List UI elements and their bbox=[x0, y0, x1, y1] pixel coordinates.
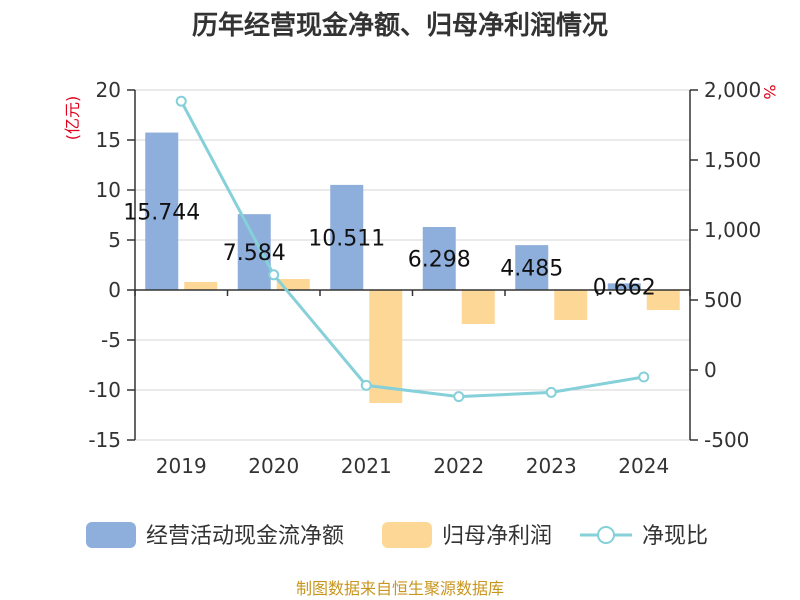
line-point-2022 bbox=[453, 391, 465, 403]
left-tick-label-2: 10 bbox=[96, 178, 121, 202]
line-point-2024 bbox=[638, 371, 650, 383]
left-tick-label-1: 15 bbox=[96, 128, 121, 152]
data-label-2022: 6.298 bbox=[408, 248, 471, 273]
right-tick-label-3: 500 bbox=[704, 288, 742, 312]
data-label-2021: 10.511 bbox=[308, 226, 385, 251]
left-axis-unit: (亿元) bbox=[63, 96, 82, 141]
data-labels-layer: 15.744 7.584 10.511 6.298 4.485 0.662 bbox=[123, 200, 655, 300]
x-tick-label-2021: 2021 bbox=[341, 454, 392, 478]
legend-label-net-profit: 归母净利润 bbox=[442, 524, 552, 549]
legend: 经营活动现金流净额 归母净利润 净现比 bbox=[86, 522, 708, 549]
bar-s0-2023 bbox=[515, 245, 549, 290]
left-tick-label-4: 0 bbox=[108, 278, 121, 302]
right-tick-label-2: 1,000 bbox=[704, 218, 761, 242]
x-tick-label-2024: 2024 bbox=[618, 454, 669, 478]
data-label-2019: 15.744 bbox=[123, 200, 200, 225]
right-tick-label-0: 2,000 bbox=[704, 78, 761, 102]
bar-s1-2019 bbox=[184, 282, 218, 290]
line-point-2023 bbox=[545, 386, 557, 398]
bar-s1-2024 bbox=[646, 290, 680, 310]
line-layer bbox=[175, 95, 650, 403]
legend-marker-ratio bbox=[597, 526, 615, 544]
chart-title: 历年经营现金净额、归母净利润情况 bbox=[192, 10, 608, 41]
bar-s0-2019 bbox=[145, 132, 179, 290]
right-tick-label-4: 0 bbox=[704, 358, 717, 382]
right-tick-label-1: 1,500 bbox=[704, 148, 761, 172]
left-tick-label-7: -15 bbox=[88, 428, 121, 452]
legend-label-ratio: 净现比 bbox=[642, 524, 708, 549]
x-tick-label-2020: 2020 bbox=[248, 454, 299, 478]
axes-layer: 20 15 10 5 0 -5 -10 -15 2,000 1,500 1,000 500 0 -500 2… bbox=[88, 78, 761, 478]
bar-s0-2022 bbox=[422, 227, 456, 290]
legend-label-cashflow: 经营活动现金流净额 bbox=[146, 524, 344, 549]
bars-layer bbox=[145, 132, 680, 403]
x-tick-label-2023: 2023 bbox=[526, 454, 577, 478]
line-ratio bbox=[179, 100, 644, 399]
bar-s0-2021 bbox=[330, 184, 364, 290]
right-axis-unit: % bbox=[760, 84, 779, 99]
bar-s1-2020 bbox=[276, 279, 310, 290]
x-tick-label-2019: 2019 bbox=[156, 454, 207, 478]
data-label-2020: 7.584 bbox=[223, 241, 286, 266]
left-tick-label-0: 20 bbox=[96, 78, 121, 102]
line-point-2021 bbox=[360, 379, 372, 391]
data-label-2023: 4.485 bbox=[500, 257, 563, 282]
left-tick-label-5: -5 bbox=[101, 328, 121, 352]
bar-s1-2022 bbox=[461, 290, 495, 324]
line-point-2020 bbox=[268, 269, 280, 281]
bar-s1-2021 bbox=[369, 290, 403, 403]
bar-s0-2020 bbox=[237, 214, 271, 290]
bar-s0-2024 bbox=[607, 283, 641, 290]
x-tick-label-2022: 2022 bbox=[433, 454, 484, 478]
legend-swatch-net-profit bbox=[382, 522, 432, 548]
left-tick-label-6: -10 bbox=[88, 378, 121, 402]
left-tick-label-3: 5 bbox=[108, 228, 121, 252]
right-tick-label-5: -500 bbox=[704, 428, 749, 452]
data-label-2024: 0.662 bbox=[593, 276, 656, 301]
bar-s1-2023 bbox=[554, 290, 588, 320]
source-note: 制图数据来自恒生聚源数据库 bbox=[296, 579, 504, 598]
line-point-2019 bbox=[175, 95, 187, 107]
legend-swatch-cashflow bbox=[86, 522, 136, 548]
